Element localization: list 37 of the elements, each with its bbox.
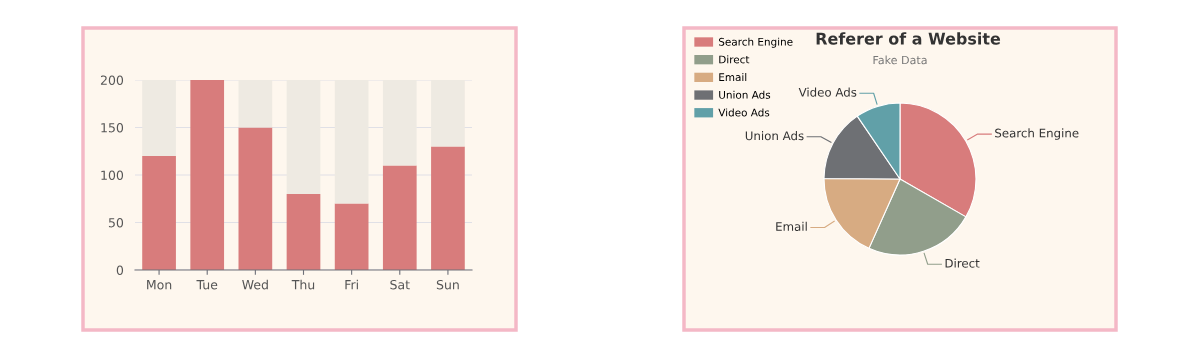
bar	[142, 156, 176, 270]
x-tick-label: Mon	[147, 280, 172, 290]
text: Fake Data	[873, 55, 927, 65]
bar	[382, 80, 417, 166]
bar	[286, 194, 321, 270]
y-tick-label: 50	[108, 217, 124, 228]
x-tick-label: Thu	[291, 279, 315, 290]
slice-label: Email	[776, 221, 807, 231]
bar	[142, 80, 176, 156]
legend-label: Union Ads	[719, 90, 771, 99]
x-tick-label: Wed	[242, 279, 268, 290]
x-tick-label: Tue	[196, 280, 218, 290]
bar	[382, 165, 417, 270]
x-tick-label: Fri	[345, 279, 358, 290]
slice-label: Search Engine	[995, 128, 1079, 140]
bar	[286, 80, 321, 194]
bar	[431, 146, 465, 270]
chart-title: Referer of a Website	[816, 32, 1001, 45]
bar	[238, 80, 273, 128]
x-tick-label: Sun	[436, 279, 459, 290]
bar	[190, 80, 225, 270]
y-tick-label: 150	[101, 122, 124, 133]
legend-label: Search Engine	[718, 37, 793, 48]
slice-label: Direct	[945, 258, 980, 268]
legend-label: Direct	[719, 55, 750, 64]
bar	[334, 203, 369, 270]
y-tick-label: 200	[100, 75, 124, 85]
slice-label: Video Ads	[798, 87, 857, 97]
x-tick-label: Sat	[390, 279, 410, 290]
bar	[238, 127, 273, 270]
y-tick-label: 100	[101, 170, 124, 180]
legend-label: Email	[719, 73, 747, 82]
slice-label: Union Ads	[745, 131, 804, 141]
y-tick-label: 0	[116, 265, 124, 275]
bar	[334, 80, 369, 204]
legend-label: Video Ads	[718, 108, 770, 117]
bar	[431, 80, 465, 147]
